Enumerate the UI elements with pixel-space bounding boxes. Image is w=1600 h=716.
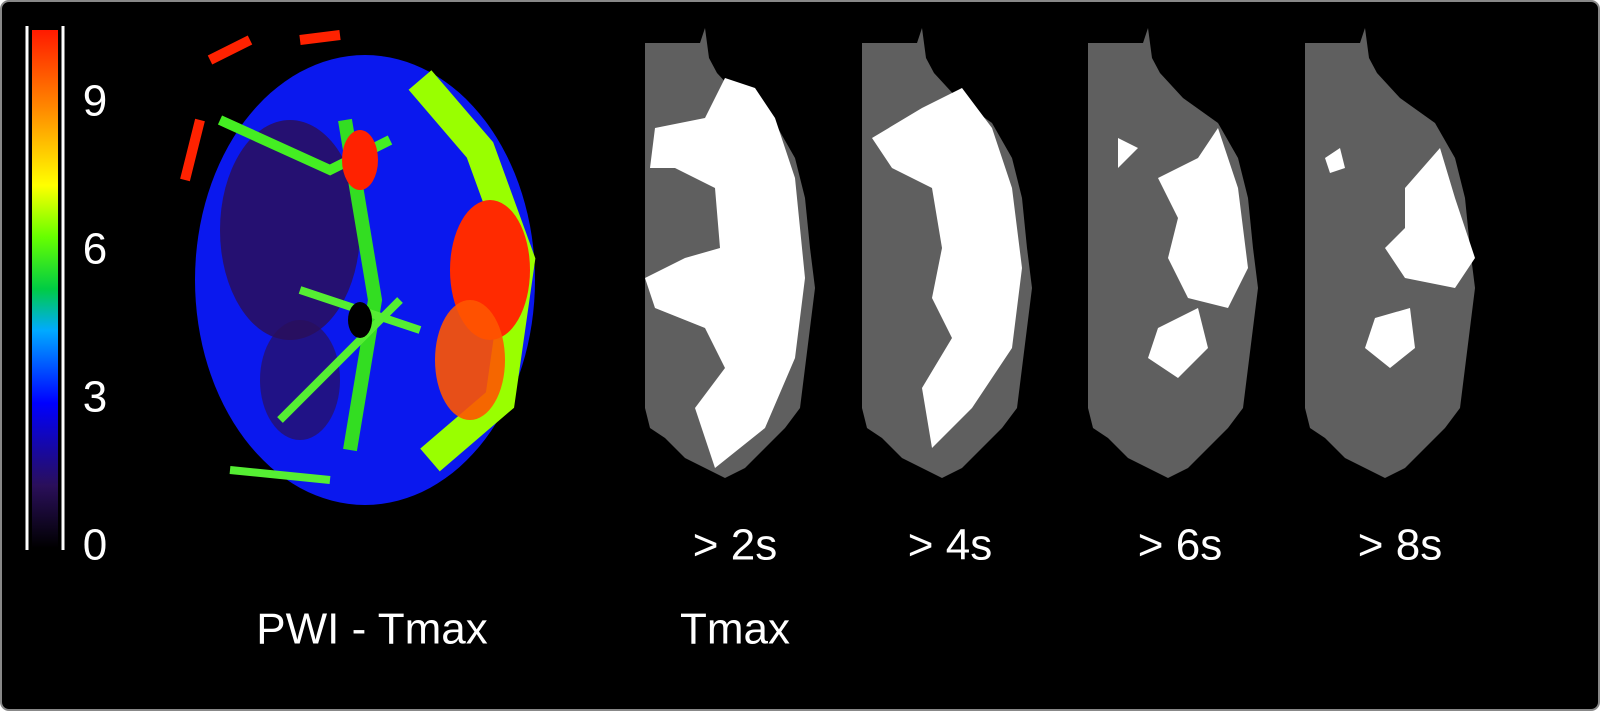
perfusion-map [180, 30, 536, 505]
map-label: PWI - Tmax [256, 605, 487, 654]
colorbar [25, 26, 65, 550]
threshold-label: > 6s [1138, 521, 1222, 570]
threshold-mask [1305, 28, 1475, 478]
map-label: Tmax [680, 605, 790, 654]
threshold-mask [862, 28, 1032, 478]
threshold-mask [645, 28, 815, 478]
colorbar-tick-label: 0 [83, 521, 107, 570]
colorbar-tick-label: 3 [83, 373, 107, 422]
colorbar-tick-label: 6 [83, 225, 107, 274]
threshold-label: > 2s [693, 521, 777, 570]
threshold-label: > 8s [1358, 521, 1442, 570]
threshold-label: > 4s [908, 521, 992, 570]
colorbar-gradient [32, 30, 58, 548]
threshold-mask [1088, 28, 1258, 478]
colorbar-tick-label: 9 [83, 77, 107, 126]
